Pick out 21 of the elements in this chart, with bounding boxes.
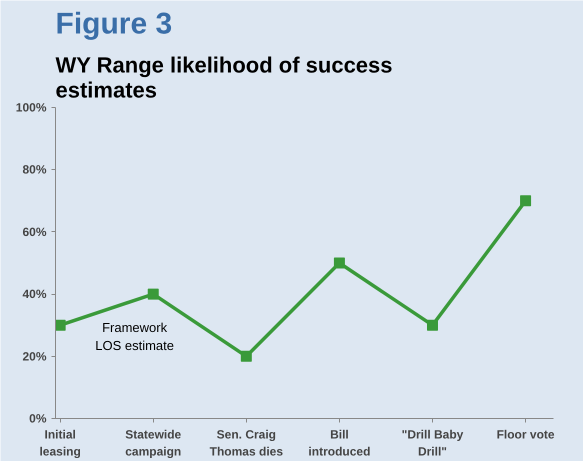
y-tick-label: 80%	[22, 162, 47, 177]
point	[148, 288, 159, 300]
annotation: Framework LOS estimate	[95, 320, 174, 354]
y-tick-label: 40%	[22, 287, 47, 302]
y-tick-label: 0%	[29, 412, 47, 426]
point	[56, 320, 66, 331]
x-tick-label: Bill introduced	[308, 428, 370, 458]
x-tick-label: Sen. Craig Thomas dies	[210, 428, 284, 458]
x-tick-label: Statewide campaign	[125, 428, 182, 458]
point	[520, 195, 532, 206]
x-tick-label: Floor vote	[496, 428, 555, 442]
x-tick-label: "Drill Baby Drill"	[402, 428, 464, 458]
point	[426, 320, 438, 331]
y-tick-label: 100%	[16, 100, 47, 114]
y-tick-label: 20%	[22, 349, 47, 364]
chart-subtitle: WY Range likelihood of success estimates	[56, 52, 393, 102]
x-tick-label: Initial leasing	[39, 428, 81, 458]
chart-title: Figure 3	[56, 8, 172, 40]
y-tick-label: 60%	[22, 224, 47, 239]
point	[334, 258, 345, 268]
point	[240, 350, 252, 362]
